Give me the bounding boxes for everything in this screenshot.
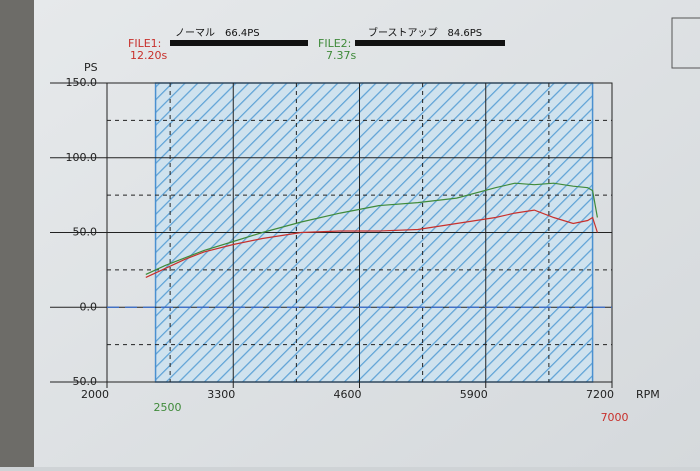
y-axis-label: PS (84, 61, 98, 74)
legend-name: FILE2: (318, 37, 351, 50)
x-axis-label: RPM (636, 388, 660, 401)
legend-name: FILE1: (128, 37, 161, 50)
marker-bar (355, 40, 505, 46)
x-tick-label: 3300 (207, 388, 235, 401)
range-end-label: 7000 (601, 411, 629, 424)
handwritten-note: ノーマル 66.4PS (175, 28, 260, 39)
marker-bar (170, 40, 308, 46)
x-tick-label: 5900 (460, 388, 488, 401)
x-tick-label: 7200 (586, 388, 614, 401)
x-tick-label: 2000 (81, 388, 109, 401)
handwritten-note: ブーストアップ 84.6PS (368, 26, 482, 39)
legend-time: 7.37s (326, 49, 356, 62)
x-tick-label: 4600 (334, 388, 362, 401)
legend-time: 12.20s (130, 49, 167, 62)
series-line (145, 182, 598, 275)
range-start-label: 2500 (154, 401, 182, 414)
box (671, 17, 700, 69)
series-line (145, 209, 598, 278)
